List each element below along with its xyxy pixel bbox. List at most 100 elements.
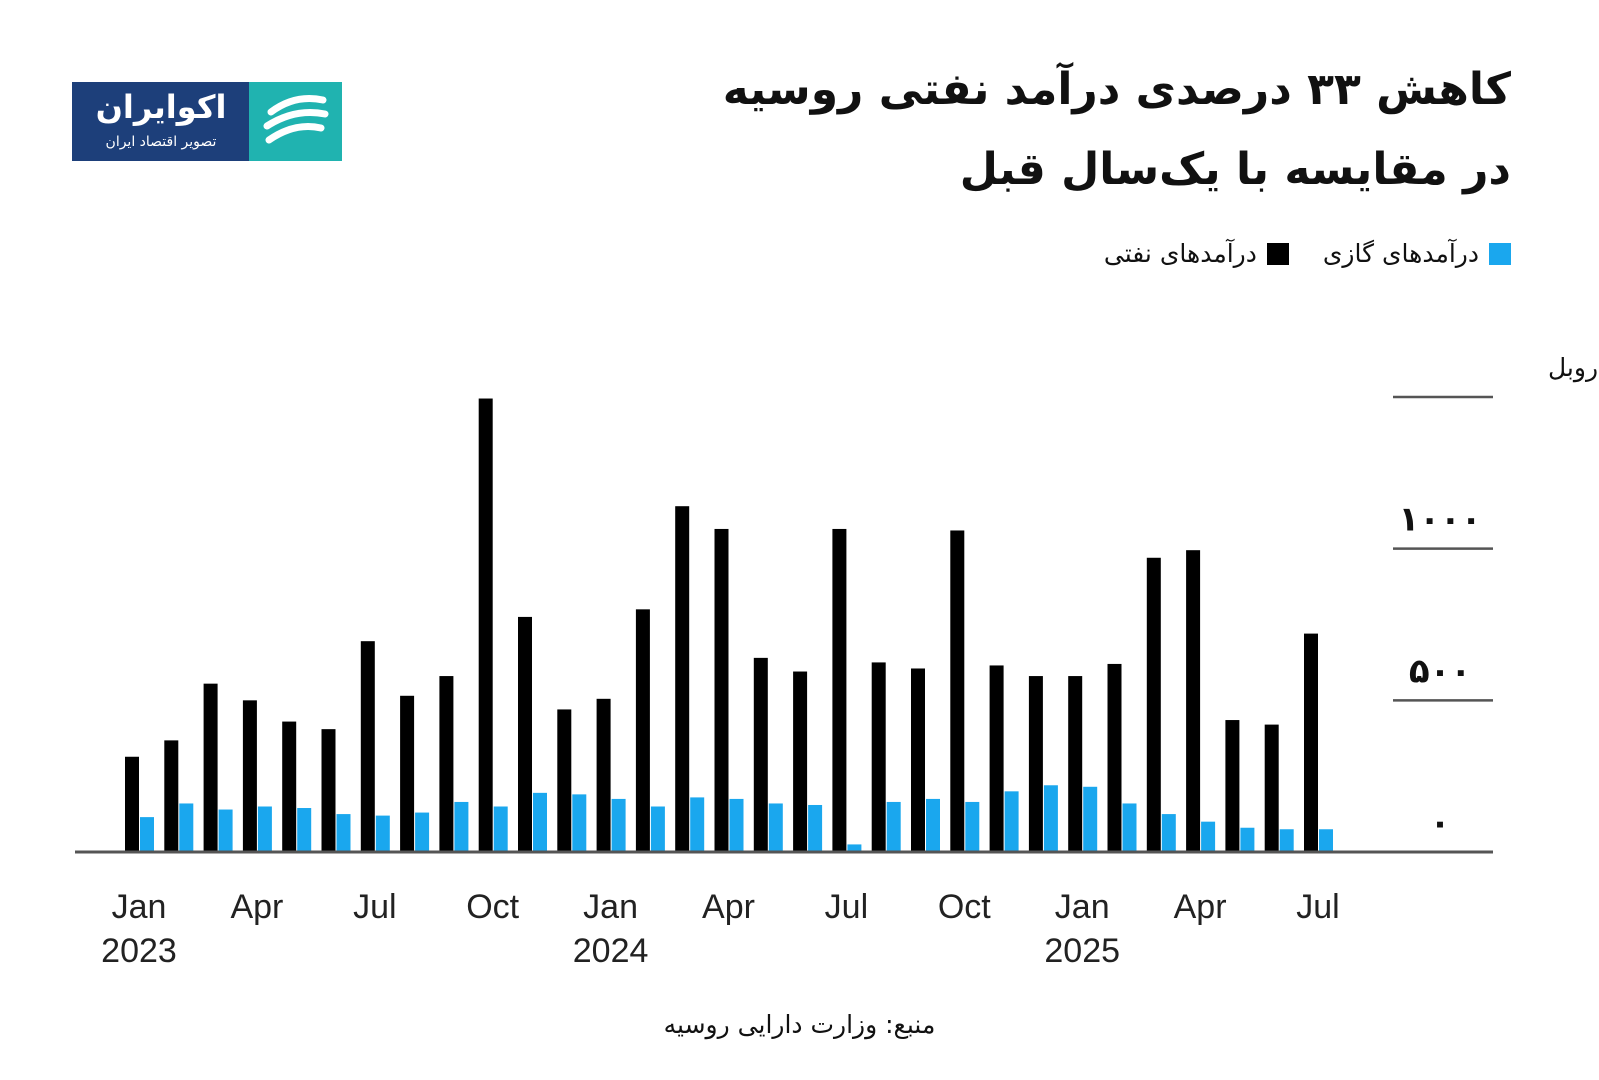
bar-oil-2024-01 xyxy=(596,698,611,852)
bar-oil-2024-02 xyxy=(635,609,650,852)
bar-oil-2025-03 xyxy=(1146,557,1161,852)
chart-title-line-2: در مقایسه با یک‌سال قبل xyxy=(959,144,1511,195)
bar-oil-2023-01 xyxy=(125,756,139,852)
logo-mark-icon xyxy=(249,82,342,161)
x-tick-month-7: Oct xyxy=(938,888,991,926)
chart-title: کاهش ۳۳ درصدی درآمد نفتی روسیه در مقایسه… xyxy=(511,50,1511,210)
bar-gas-2023-06 xyxy=(336,814,351,852)
bar-oil-2023-04 xyxy=(242,700,257,852)
legend-item-gas: درآمدهای گازی xyxy=(1323,236,1511,272)
x-tick-year-4: 2024 xyxy=(573,932,649,970)
bar-gas-2025-07 xyxy=(1319,829,1333,852)
bar-oil-2025-04 xyxy=(1186,550,1201,852)
legend-item-oil: درآمدهای نفتی xyxy=(1104,236,1289,272)
bar-oil-2024-06 xyxy=(793,671,808,852)
legend-label-gas: درآمدهای گازی xyxy=(1322,239,1479,268)
bar-gas-2024-08 xyxy=(886,801,901,852)
bar-gas-2024-10 xyxy=(965,801,980,852)
y-tick-label-2: ۱۰۰۰ xyxy=(1398,500,1481,540)
bar-gas-2023-07 xyxy=(375,815,390,852)
bar-oil-2023-07 xyxy=(360,641,375,852)
bar-oil-2024-05 xyxy=(753,657,768,852)
bar-gas-2025-06 xyxy=(1279,829,1294,852)
chart-grid xyxy=(1393,395,1493,702)
bar-gas-2023-04 xyxy=(257,806,272,852)
x-tick-month-0: Jan xyxy=(112,888,167,926)
bar-oil-2023-11 xyxy=(518,616,532,852)
x-tick-year-8: 2025 xyxy=(1044,932,1120,970)
bar-gas-2025-02 xyxy=(1122,803,1137,852)
x-tick-month-3: Oct xyxy=(466,888,519,926)
bar-oil-2024-04 xyxy=(714,528,729,852)
bar-oil-2025-07 xyxy=(1304,633,1318,852)
chart-title-line-1: کاهش ۳۳ درصدی درآمد نفتی روسیه xyxy=(722,64,1511,115)
bar-oil-2024-11 xyxy=(989,665,1004,852)
logo-tagline: تصویر اقتصاد ایران xyxy=(105,134,217,150)
chart-bars xyxy=(125,398,1333,852)
y-tick-label-1: ۵۰۰ xyxy=(1409,651,1471,691)
bar-gas-2025-03 xyxy=(1161,814,1176,852)
bar-gas-2023-12 xyxy=(572,794,587,852)
bar-gas-2023-10 xyxy=(493,806,508,852)
bar-gas-2025-05 xyxy=(1240,827,1255,852)
x-axis-tick-labels: Jan 2023 Apr Jul Oct Jan 2024 Apr Jul Oct Jan 2025 A… xyxy=(101,888,1340,970)
bar-gas-2024-04 xyxy=(729,798,744,852)
bar-gas-2023-01 xyxy=(140,817,154,852)
bar-gas-2024-01 xyxy=(611,798,626,852)
bar-oil-2023-03 xyxy=(203,683,218,852)
y-axis-label: ۱۵۰۰ میلیارد روبل xyxy=(1548,353,1599,383)
bar-gas-2023-11 xyxy=(533,792,547,852)
x-tick-month-9: Apr xyxy=(1174,888,1227,926)
x-tick-month-4: Jan xyxy=(583,888,638,926)
x-tick-month-5: Apr xyxy=(702,888,755,926)
bar-oil-2024-08 xyxy=(871,662,886,852)
bar-gas-2024-12 xyxy=(1043,785,1058,852)
x-tick-month-10: Jul xyxy=(1296,888,1339,926)
bar-gas-2024-07 xyxy=(847,844,862,852)
bar-oil-2023-05 xyxy=(282,721,297,852)
legend-swatch-oil xyxy=(1266,243,1289,265)
bar-gas-2023-09 xyxy=(454,801,469,852)
bar-oil-2023-06 xyxy=(321,729,336,852)
bar-oil-2024-09 xyxy=(911,668,925,852)
bar-oil-2025-02 xyxy=(1107,663,1122,852)
x-tick-month-6: Jul xyxy=(825,888,868,926)
bar-gas-2025-01 xyxy=(1083,786,1098,852)
x-tick-year-0: 2023 xyxy=(101,932,177,970)
y-axis-tick-labels: ۰ ۵۰۰ ۱۰۰۰ xyxy=(1398,500,1481,843)
chart-legend: درآمدهای گازی درآمدهای نفتی xyxy=(1104,236,1511,272)
legend-label-oil: درآمدهای نفتی xyxy=(1103,239,1257,268)
bar-oil-2023-08 xyxy=(400,695,415,852)
bar-oil-2023-02 xyxy=(164,740,179,852)
bar-gas-2024-06 xyxy=(808,804,823,852)
bar-gas-2024-03 xyxy=(690,797,705,852)
bar-oil-2025-05 xyxy=(1225,720,1240,852)
bar-gas-2024-09 xyxy=(926,798,940,852)
bar-oil-2024-07 xyxy=(832,528,847,852)
bar-gas-2025-04 xyxy=(1201,821,1216,852)
bar-gas-2024-11 xyxy=(1004,791,1019,852)
bar-gas-2023-05 xyxy=(297,808,312,852)
bar-gas-2023-02 xyxy=(179,803,194,852)
bar-oil-2023-10 xyxy=(478,398,493,852)
x-tick-month-1: Apr xyxy=(230,888,283,926)
ecoiran-logo: اکوایران تصویر اقتصاد ایران xyxy=(72,82,342,161)
bar-gas-2024-02 xyxy=(650,806,665,852)
bar-oil-2023-09 xyxy=(439,676,454,852)
y-tick-label-0: ۰ xyxy=(1430,803,1451,843)
legend-swatch-gas xyxy=(1489,243,1511,265)
bar-oil-2024-12 xyxy=(1028,676,1043,852)
bar-oil-2025-01 xyxy=(1068,676,1083,852)
bar-gas-2023-08 xyxy=(415,812,430,852)
bar-oil-2024-10 xyxy=(950,530,965,852)
bar-oil-2024-03 xyxy=(675,506,690,852)
source-note: منبع: وزارت دارایی روسیه xyxy=(663,1010,936,1039)
bar-oil-2023-12 xyxy=(557,709,572,852)
logo-name: اکوایران xyxy=(95,88,227,126)
bar-oil-2025-06 xyxy=(1264,724,1279,852)
bar-gas-2023-03 xyxy=(218,809,233,852)
bar-gas-2024-05 xyxy=(768,803,783,852)
x-tick-month-2: Jul xyxy=(353,888,396,926)
x-tick-month-8: Jan xyxy=(1055,888,1110,926)
